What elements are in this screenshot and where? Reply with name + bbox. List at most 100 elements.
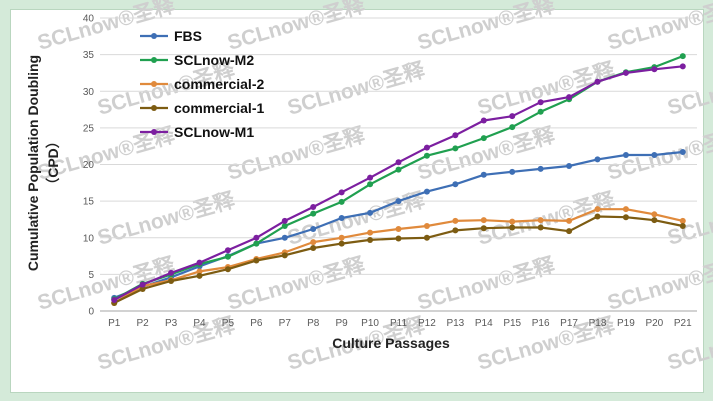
data-point	[566, 162, 573, 169]
watermark-text: SCLnow®圣释	[605, 0, 713, 55]
data-point	[253, 257, 260, 264]
data-point	[338, 198, 345, 205]
data-point	[196, 259, 203, 266]
y-tick-label: 0	[88, 307, 94, 318]
data-point	[367, 181, 374, 188]
data-point	[367, 236, 374, 243]
data-point	[622, 206, 629, 213]
legend-swatch-marker	[151, 33, 157, 39]
data-point	[594, 206, 601, 213]
data-point	[310, 210, 317, 217]
legend-label: SCLnow-M2	[174, 52, 254, 68]
data-point	[196, 268, 203, 275]
data-point	[395, 166, 402, 173]
data-point	[423, 234, 430, 241]
data-point	[452, 132, 459, 139]
data-point	[594, 213, 601, 220]
x-tick-label: P15	[503, 318, 521, 329]
data-point	[253, 240, 260, 247]
data-point	[480, 117, 487, 124]
data-point	[679, 149, 686, 156]
y-tick-label: 10	[83, 233, 95, 244]
data-point	[480, 225, 487, 232]
y-tick-label: 15	[83, 197, 95, 208]
legend-item: SCLnow-M2	[140, 52, 254, 68]
legend-swatch-marker	[151, 129, 157, 135]
data-point	[168, 269, 175, 276]
legend-label: FBS	[174, 28, 202, 44]
data-point	[423, 144, 430, 151]
data-point	[651, 151, 658, 158]
data-point	[281, 252, 288, 259]
data-point	[594, 78, 601, 85]
watermark-text: SCLnow®圣释	[415, 253, 558, 314]
data-point	[310, 239, 317, 246]
y-tick-label: 30	[83, 87, 95, 98]
data-point	[537, 217, 544, 224]
data-point	[480, 135, 487, 142]
watermark-text: SCLnow®圣释	[95, 188, 238, 249]
data-point	[423, 152, 430, 159]
data-point	[452, 145, 459, 152]
data-point	[395, 225, 402, 232]
legend: FBS SCLnow-M2 commercial-2 commercial-1 SCLn…	[140, 28, 264, 140]
data-point	[423, 188, 430, 195]
legend-label: commercial-2	[174, 76, 264, 92]
data-point	[509, 168, 516, 175]
x-tick-label: P11	[390, 318, 407, 329]
data-point	[224, 266, 231, 273]
data-point	[537, 165, 544, 172]
data-point	[168, 277, 175, 284]
x-tick-label: P9	[336, 318, 349, 329]
legend-item: FBS	[140, 28, 202, 44]
data-point	[509, 218, 516, 225]
data-point	[253, 234, 260, 241]
data-point	[679, 53, 686, 60]
x-tick-label: P8	[307, 318, 320, 329]
series-commercial-1	[111, 213, 686, 306]
legend-item: SCLnow-M1	[140, 124, 254, 140]
series-sclnow-m1	[111, 63, 686, 304]
data-point	[196, 272, 203, 279]
y-tick-label: 25	[83, 123, 95, 134]
data-point	[452, 181, 459, 188]
data-point	[566, 217, 573, 224]
x-tick-label: P16	[532, 318, 550, 329]
x-tick-label: P19	[617, 318, 635, 329]
series-layer	[111, 53, 686, 306]
x-tick-label: P21	[674, 318, 692, 329]
watermark-text: SCLnow®圣释	[285, 58, 428, 119]
data-point	[367, 174, 374, 181]
data-point	[310, 245, 317, 252]
y-tick-label: 40	[83, 14, 95, 25]
data-point	[139, 281, 146, 288]
legend-swatch-marker	[151, 105, 157, 111]
data-point	[537, 99, 544, 106]
legend-swatch-marker	[151, 81, 157, 87]
data-point	[281, 223, 288, 230]
y-axis-unit: （CPD）	[45, 134, 61, 192]
x-tick-label: P4	[193, 318, 206, 329]
x-tick-label: P13	[446, 318, 464, 329]
x-tick-label: P10	[361, 318, 379, 329]
x-tick-label: P2	[137, 318, 150, 329]
data-point	[224, 247, 231, 254]
data-point	[452, 217, 459, 224]
x-tick-label: P5	[222, 318, 235, 329]
x-tick-label: P7	[279, 318, 292, 329]
y-tick-label: 20	[83, 160, 95, 171]
data-point	[338, 214, 345, 221]
data-point	[566, 94, 573, 101]
watermark-text: SCLnow®圣释	[605, 253, 713, 314]
data-point	[679, 217, 686, 224]
data-point	[395, 235, 402, 242]
data-point	[509, 113, 516, 120]
data-point	[566, 228, 573, 235]
y-tick-label: 35	[83, 50, 95, 61]
x-tick-label: P3	[165, 318, 178, 329]
x-tick-label: P12	[418, 318, 436, 329]
data-point	[509, 124, 516, 131]
data-point	[310, 225, 317, 232]
data-point	[480, 171, 487, 178]
